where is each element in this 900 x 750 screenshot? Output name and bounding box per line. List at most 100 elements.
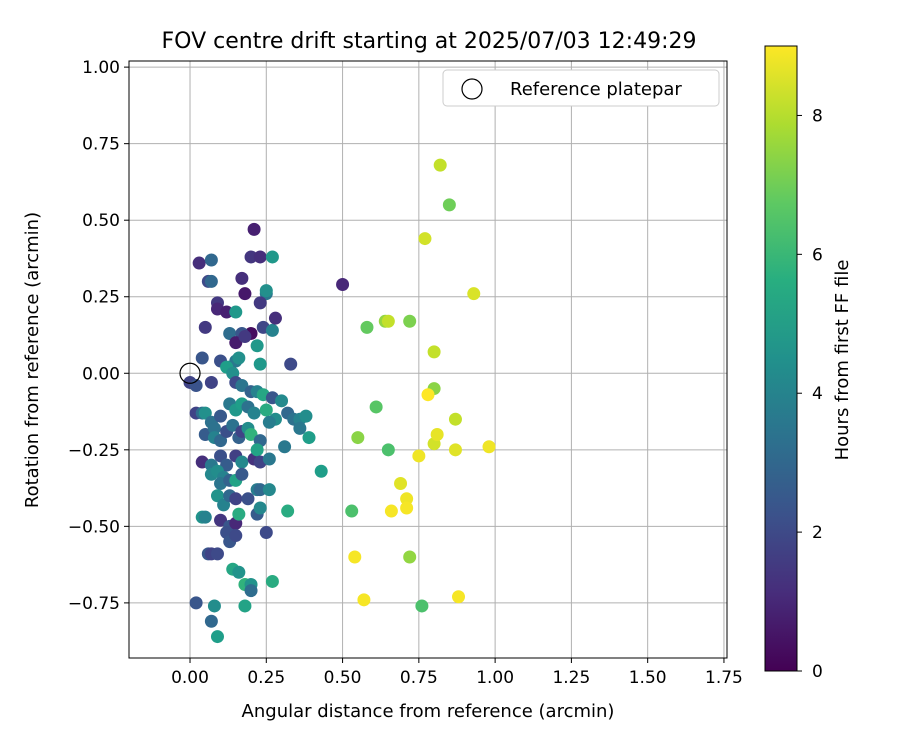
scatter-point [189,596,203,610]
scatter-point [452,590,466,604]
scatter-point [433,158,447,172]
scatter-point [214,434,228,448]
scatter-point [369,400,383,414]
scatter-point [229,305,243,319]
scatter-point [265,250,279,264]
reference-platepar-marker [179,362,201,384]
scatter-point [250,339,264,353]
x-tick-label: 0.00 [171,668,209,688]
scatter-point [232,351,246,365]
scatter-point [275,394,289,408]
colorbar-tick-label: 2 [812,523,823,543]
scatter-point [232,565,246,579]
scatter-point [448,412,462,426]
scatter-point [384,504,398,518]
scatter-point [467,287,481,301]
colorbar-gradient [764,45,798,672]
scatter-point [220,458,234,472]
scatter-point [204,253,218,267]
y-tick-label: 0.75 [82,135,120,155]
scatter-point [229,336,243,350]
colorbar-ticks: 0 2 4 6 8 [797,106,823,682]
colorbar-tick-label: 0 [812,662,823,682]
y-tick-label: −0.25 [68,441,120,461]
scatter-point [381,314,395,328]
x-tick-label: 0.75 [400,668,438,688]
scatter-point [250,443,264,457]
scatter-point [482,440,496,454]
scatter-point [400,492,414,506]
scatter-point [223,326,237,340]
scatter-point [198,510,212,524]
legend-label: Reference platepar [510,79,682,100]
scatter-point [284,357,298,371]
scatter-point [244,584,258,598]
scatter-point [259,403,273,417]
scatter-point [253,483,267,497]
scatter-point [229,529,243,543]
scatter-point [214,409,228,423]
y-axis-label: Rotation from reference (arcmin) [22,212,43,508]
scatter-point [345,504,359,518]
scatter-point [214,449,228,463]
scatter-point [220,305,234,319]
scatter-point [281,504,295,518]
legend-box [442,69,720,107]
scatter-point [302,431,316,445]
x-tick-label: 0.25 [247,668,285,688]
x-axis-label: Angular distance from reference (arcmin) [242,701,615,722]
scatter-point [253,357,267,371]
chart-title: FOV centre drift starting at 2025/07/03 … [162,29,697,54]
scatter-point [204,274,218,288]
scatter-point [265,323,279,337]
scatter-point [351,431,365,445]
colorbar-tick-label: 4 [812,384,823,404]
scatter-point [403,550,417,564]
scatter-point [235,467,249,481]
scatter-point [192,256,206,270]
scatter-point [195,351,209,365]
scatter-point [244,428,258,442]
x-tick-label: 0.50 [324,668,362,688]
scatter-point [400,501,414,515]
scatter-point [403,314,417,328]
x-tick-label: 1.50 [629,668,667,688]
scatter-point [247,222,261,236]
scatter-point [210,489,224,503]
scatter-point [232,507,246,521]
scatter-point [265,574,279,588]
scatter-point [412,449,426,463]
y-tick-label: −0.50 [68,517,120,537]
legend: Reference platepar [442,69,720,107]
scatter-point [415,599,429,613]
scatter-point [238,599,252,613]
scatter-point [253,250,267,264]
scatter-point [262,452,276,466]
scatter-point [217,498,231,512]
scatter-point [262,415,276,429]
scatter-point [293,421,307,435]
x-tick-label: 1.00 [476,668,514,688]
scatter-point [198,320,212,334]
scatter-point [198,406,212,420]
scatter-point [314,464,328,478]
plot-frame [128,60,728,659]
colorbar-tick-label: 8 [812,106,823,126]
colorbar-tick-label: 6 [812,245,823,265]
scatter-point [229,492,243,506]
scatter-point [253,296,267,310]
scatter-point [357,593,371,607]
colorbar-label: Hours from first FF file [832,260,853,461]
scatter-point [360,320,374,334]
scatter-point [278,440,292,454]
plot-area [128,60,728,659]
scatter-point [214,513,228,527]
scatter-point [247,406,261,420]
scatter-point [348,550,362,564]
scatter-point [418,232,432,246]
scatter-point [235,455,249,469]
y-tick-label: 0.00 [82,364,120,384]
scatter-point [381,443,395,457]
scatter-point [268,311,282,325]
